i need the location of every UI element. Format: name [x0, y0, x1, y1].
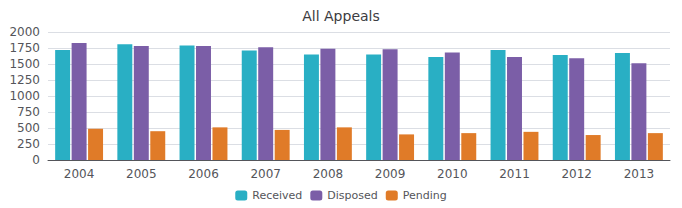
svg-text:2008: 2008: [313, 167, 344, 181]
svg-text:2005: 2005: [126, 167, 157, 181]
svg-text:2009: 2009: [375, 167, 406, 181]
svg-text:1500: 1500: [9, 57, 40, 71]
svg-text:500: 500: [17, 121, 40, 135]
svg-text:1000: 1000: [9, 89, 40, 103]
svg-text:2012: 2012: [561, 167, 592, 181]
svg-text:750: 750: [17, 105, 40, 119]
svg-text:2013: 2013: [624, 167, 655, 181]
svg-text:2010: 2010: [437, 167, 468, 181]
svg-text:2000: 2000: [9, 25, 40, 39]
svg-text:1250: 1250: [9, 73, 40, 87]
svg-text:Pending: Pending: [403, 189, 447, 202]
svg-text:2007: 2007: [250, 167, 281, 181]
svg-text:1750: 1750: [9, 41, 40, 55]
svg-text:Received: Received: [252, 189, 302, 202]
svg-text:2006: 2006: [188, 167, 219, 181]
svg-text:All Appeals: All Appeals: [302, 8, 380, 24]
svg-text:2004: 2004: [64, 167, 95, 181]
svg-text:0: 0: [32, 153, 40, 167]
svg-text:2011: 2011: [499, 167, 530, 181]
svg-text:250: 250: [17, 137, 40, 151]
svg-text:Disposed: Disposed: [327, 189, 377, 202]
